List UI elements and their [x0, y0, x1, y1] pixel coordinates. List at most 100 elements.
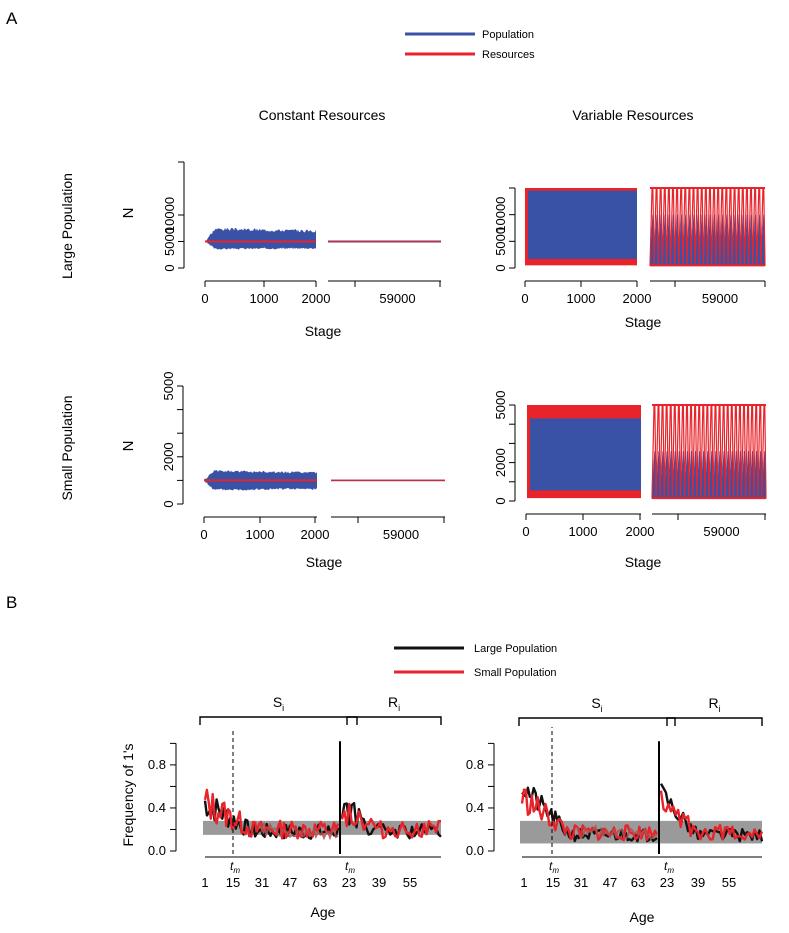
x-tick-label: 39 [372, 875, 386, 890]
bracket-subscript: i [398, 703, 400, 713]
small-population-series [203, 788, 340, 840]
tm-label: tm [230, 859, 240, 875]
axes: 0 2000 5000 0 1000 2000 59000 [493, 391, 766, 539]
legend-resources-label: Resources [482, 49, 535, 61]
legend-population-label: Population [482, 29, 534, 41]
x-tick-label: 47 [283, 875, 297, 890]
legend-large-label: Large Population [474, 643, 557, 655]
x-tick-label: 31 [574, 875, 588, 890]
axes: 0.0 0.4 0.8 Si Ri 1 15 31 47 63 23 39 55 tm tm [466, 695, 763, 890]
tm-subscript: m [552, 866, 559, 875]
bracket-subscript: i [601, 704, 603, 714]
y-tick-label: 0 [161, 500, 176, 507]
x-axis-label: Stage [305, 323, 342, 339]
tm-subscript: m [348, 866, 355, 875]
x-tick-label: 47 [603, 875, 617, 890]
bracket [518, 717, 676, 726]
panel-label-b: B [6, 593, 17, 612]
x-axis-label: Stage [306, 554, 343, 570]
legend-small-label: Small Population [474, 667, 557, 679]
y-tick-label: 2000 [493, 448, 508, 477]
x-axis-label: Stage [625, 554, 662, 570]
chart-small-constant: 0 2000 5000 0 1000 2000 59000 N Stage [120, 372, 445, 570]
tm-label: tm [549, 859, 559, 875]
bracket [346, 716, 442, 725]
x-tick-label: 1000 [569, 524, 598, 539]
large-population-series [659, 783, 764, 843]
legend-a: Population Resources [405, 29, 535, 61]
x-tick-label: 15 [546, 875, 560, 890]
legend-b: Large Population Small Population [394, 643, 557, 679]
chart-frequency-variable: 0.0 0.4 0.8 Si Ri 1 15 31 47 63 23 39 55 tm tm Age [466, 695, 764, 925]
x-tick-label: 2000 [302, 291, 331, 306]
x-axis-label: Age [311, 904, 336, 920]
tm-label: tm [345, 859, 355, 875]
x-tick-label: 0 [201, 291, 208, 306]
x-tick-label: 39 [691, 875, 705, 890]
small-population-series [340, 802, 442, 840]
x-tick-label: 1000 [567, 291, 596, 306]
x-tick-label: 23 [660, 875, 674, 890]
bracket-label: Si [273, 694, 284, 713]
x-tick-label: 2000 [626, 524, 655, 539]
y-tick-label: 5000 [493, 391, 508, 420]
y-tick-label: 0.0 [148, 843, 166, 858]
y-tick-label: 10000 [493, 197, 508, 233]
y-axis-label: N [120, 208, 137, 219]
y-tick-label: 0 [493, 264, 508, 271]
y-tick-label: 0.8 [148, 757, 166, 772]
axes: 0.0 0.4 0.8 Si Ri 1 15 31 47 63 23 39 55 tm tm [148, 694, 442, 890]
x-tick-label: 2000 [623, 291, 652, 306]
x-tick-label: 0 [521, 291, 528, 306]
tm-subscript: m [233, 866, 240, 875]
population-series [528, 190, 637, 259]
chart-small-variable: 0 2000 5000 0 1000 2000 59000 Stage [493, 391, 767, 570]
x-tick-label: 23 [342, 875, 356, 890]
x-tick-label: 1000 [250, 291, 279, 306]
population-series [205, 227, 316, 250]
plot-marks [527, 404, 767, 500]
y-axis-label: Frequency of 1's [120, 743, 136, 846]
population-series [530, 418, 641, 491]
x-tick-label: 59000 [379, 291, 415, 306]
column-title-constant: Constant Resources [259, 107, 386, 123]
y-tick-label: 5000 [162, 227, 177, 256]
x-axis-label: Age [630, 909, 655, 925]
plot-marks [205, 227, 441, 250]
small-population-series [659, 790, 764, 841]
plot-marks [204, 470, 445, 491]
chart-frequency-constant: 0.0 0.4 0.8 Si Ri 1 15 31 47 63 23 39 55 tm tm Frequen… [120, 694, 442, 920]
bracket-label: Ri [388, 694, 400, 713]
y-tick-label: 0 [162, 264, 177, 271]
small-population-series [520, 788, 659, 842]
y-tick-label: 0.8 [466, 757, 484, 772]
column-title-variable: Variable Resources [572, 107, 693, 123]
bracket-subscript: i [282, 703, 284, 713]
tm-label: tm [664, 859, 674, 875]
row-title-small: Small Population [59, 395, 75, 500]
x-tick-label: 1 [201, 875, 208, 890]
plot-marks [525, 187, 766, 267]
x-tick-label: 55 [722, 875, 736, 890]
bracket [666, 717, 763, 726]
y-tick-label: 10000 [162, 197, 177, 233]
plot-marks [203, 731, 442, 854]
y-tick-label: 2000 [161, 442, 176, 471]
x-tick-label: 2000 [301, 527, 330, 542]
x-axis-label: Stage [625, 314, 662, 330]
x-tick-label: 0 [200, 527, 207, 542]
x-tick-label: 63 [631, 875, 645, 890]
x-tick-label: 59000 [703, 524, 739, 539]
x-tick-label: 59000 [702, 291, 738, 306]
row-title-large: Large Population [59, 173, 75, 279]
x-tick-label: 31 [255, 875, 269, 890]
x-tick-label: 55 [403, 875, 417, 890]
y-tick-label: 0 [493, 497, 508, 504]
bracket-label: Ri [708, 695, 720, 714]
x-tick-label: 63 [313, 875, 327, 890]
bracket-subscript: i [719, 704, 721, 714]
